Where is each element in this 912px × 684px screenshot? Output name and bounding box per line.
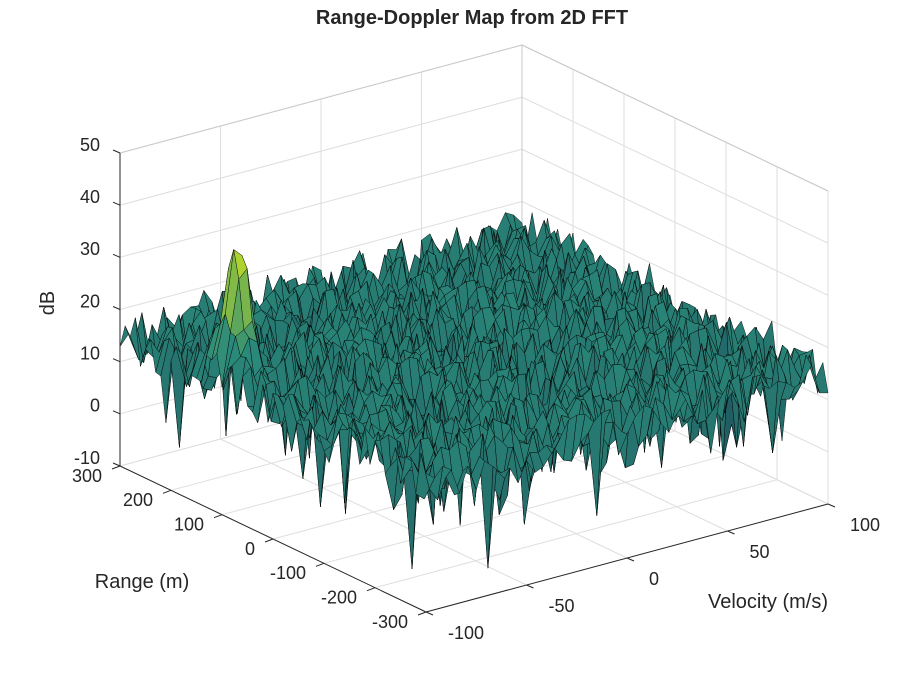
z-axis-label: dB [37,291,59,315]
y-tick-label: -200 [321,587,357,607]
y-tick-label: 300 [72,466,102,486]
y-tick-mark [162,489,172,494]
x-tick-label: 50 [750,542,770,562]
y-tick-label: -100 [270,563,306,583]
y-grid-line [323,142,727,564]
z-tick-label: 30 [80,239,100,259]
x-tick-label: -50 [549,596,575,616]
x-tick-mark [727,530,735,535]
y-tick-mark [417,611,427,616]
y-axis-label: Range (m) [95,571,189,593]
surface-patch [420,453,435,490]
z-tick-mark [112,410,121,415]
z-tick-mark [112,462,121,467]
y-tick-mark [213,514,223,519]
z-tick-label: 10 [80,343,100,363]
y-tick-mark [111,465,121,470]
z-tick-label: 50 [80,135,100,155]
box-edge [119,44,523,154]
y-tick-label: -300 [372,612,408,632]
surface-plot [119,212,829,570]
box-edge [521,44,829,192]
chart-title: Range-Doppler Map from 2D FFT [316,7,628,29]
x-tick-label: 0 [649,569,659,589]
y-tick-label: 0 [245,539,255,559]
y-tick-label: 200 [123,490,153,510]
z-tick-label: 20 [80,291,100,311]
z-tick-mark [112,149,121,154]
z-tick-mark [112,358,121,363]
y-tick-label: 100 [174,514,204,534]
x-tick-label: 100 [850,515,880,535]
z-grid-line [119,96,829,244]
x-tick-label: -100 [448,623,484,643]
x-tick-mark [526,584,534,589]
z-tick-mark [112,253,121,258]
z-tick-mark [112,306,121,310]
x-tick-mark [827,503,836,508]
z-grid-line [119,44,829,192]
tick-labels: -1001020304050-300-200-1000100200300-100… [72,135,880,643]
x-axis-label: Velocity (m/s) [708,591,828,613]
y-tick-mark [366,587,376,592]
y-grid-line [374,166,778,589]
x-tick-mark [626,557,635,562]
y-tick-mark [315,562,325,567]
x-tick-mark [425,611,434,616]
z-tick-label: 40 [80,187,100,207]
z-tick-label: 0 [90,396,100,416]
z-tick-label: -10 [74,448,100,468]
y-tick-mark [264,538,274,543]
z-tick-mark [112,201,121,206]
